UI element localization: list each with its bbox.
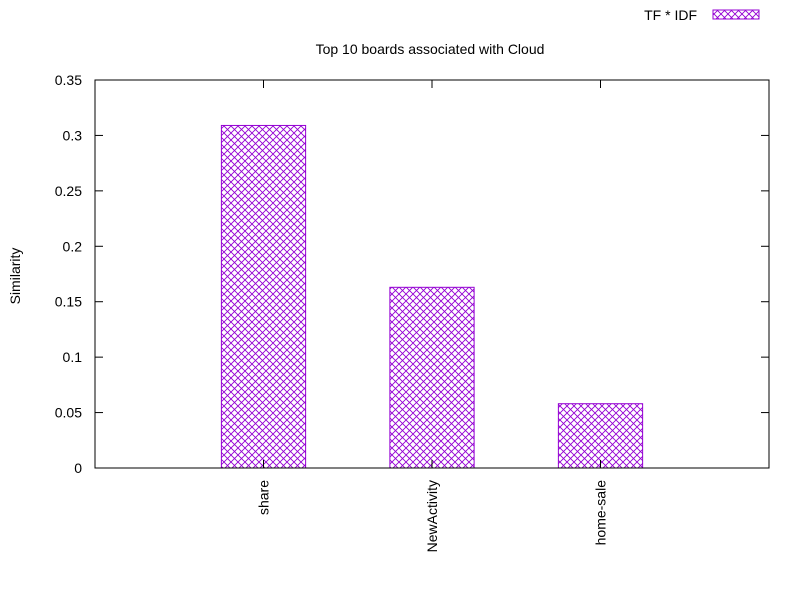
x-tick-label: home-sale [593,480,609,546]
legend-label: TF * IDF [644,7,697,23]
y-tick-label: 0.35 [55,72,82,88]
y-tick-label: 0.15 [55,294,82,310]
legend: TF * IDF [644,7,760,23]
bar [220,124,307,469]
y-axis-label: Similarity [7,248,23,305]
x-tick-label: NewActivity [424,480,440,552]
y-tick-label: 0 [74,460,82,476]
y-tick-label: 0.1 [63,349,83,365]
legend-swatch [712,9,760,20]
y-tick-label: 0.2 [63,238,83,254]
plot-area: 0 0.05 0.1 0.15 0.2 0.25 0.3 0.35 share NewActivi… [55,72,770,552]
y-tick-label: 0.05 [55,405,82,421]
bar [557,403,644,469]
bar [389,286,475,469]
y-tick-label: 0.3 [63,127,83,143]
x-tick-label: share [256,480,272,515]
y-tick-label: 0.25 [55,183,82,199]
chart-title: Top 10 boards associated with Cloud [316,41,545,57]
